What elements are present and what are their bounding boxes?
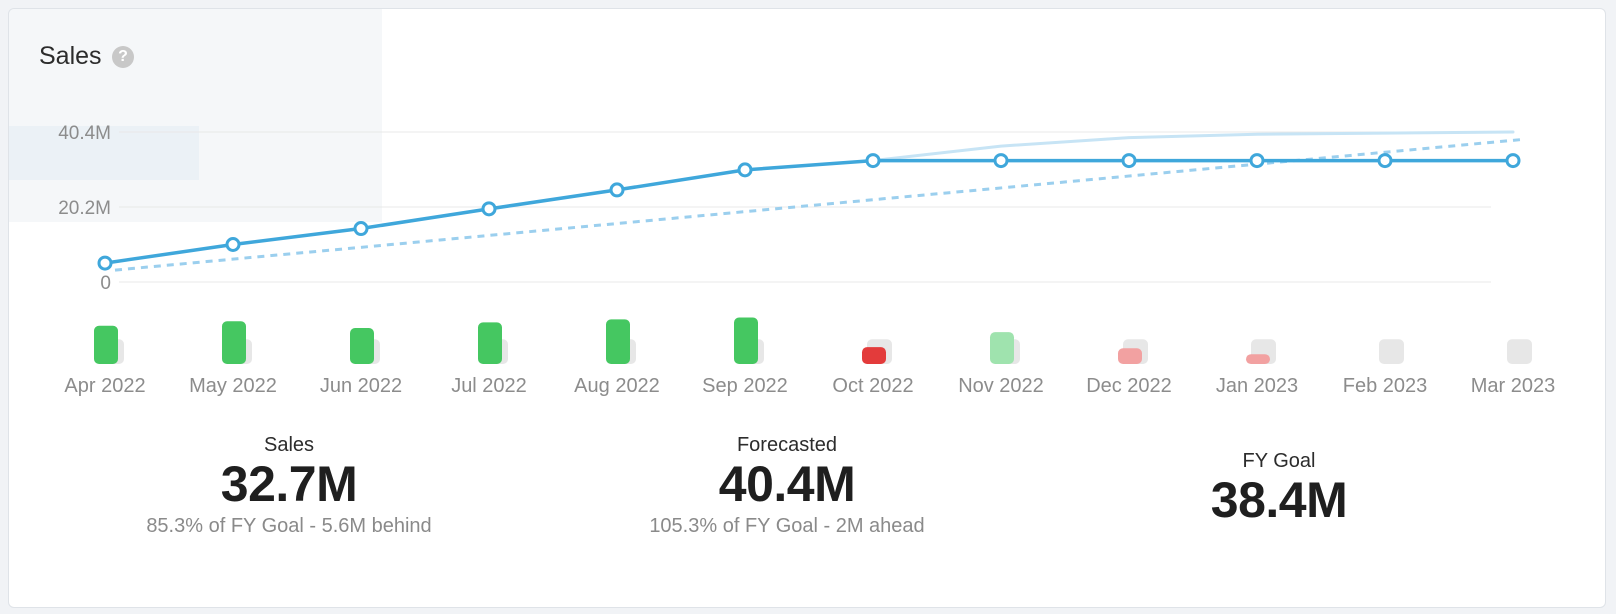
question-circle-icon[interactable]: ?	[112, 46, 134, 68]
x-tick-label: Jan 2023	[1216, 375, 1298, 397]
sales-chart: 0 20.2M 40.4M Apr 2022 May 2022 Jun 2022 Jul 2…	[58, 123, 1555, 397]
x-tick-label: Dec 2022	[1086, 375, 1172, 397]
sales-point	[1505, 153, 1521, 169]
x-tick-label: Sep 2022	[702, 375, 788, 397]
x-tick-label: Apr 2022	[64, 375, 145, 397]
background-overlay-button	[9, 126, 199, 180]
x-tick-label: Jul 2022	[451, 375, 527, 397]
x-tick-label: Nov 2022	[958, 375, 1044, 397]
actual-bar	[606, 319, 630, 364]
actual-bar	[1246, 354, 1270, 364]
sales-point	[481, 201, 497, 217]
target-bar	[1379, 339, 1404, 364]
actual-bar	[990, 332, 1014, 364]
sales-stat-label: Sales	[263, 434, 315, 456]
axis-labels-layer: 0 20.2M 40.4M Apr 2022 May 2022 Jun 2022 Jul 2…	[58, 123, 1555, 397]
lines-layer	[97, 130, 1524, 272]
x-tick-label: Mar 2023	[1471, 375, 1556, 397]
forecast-stat-label: Forecasted	[736, 434, 838, 456]
sales-point	[225, 237, 241, 252]
sales-line	[104, 158, 1513, 265]
x-tick-label: Aug 2022	[574, 375, 660, 397]
actual-bar	[94, 325, 118, 364]
card-title: Sales	[39, 42, 102, 70]
goal-stat: FY Goal 38.4M	[1149, 449, 1409, 527]
sales-point	[97, 255, 113, 271]
forecast-stat-value: 40.4M	[718, 456, 856, 512]
x-tick-label: Feb 2023	[1343, 375, 1428, 397]
actual-bar	[478, 322, 502, 364]
actual-bar	[862, 347, 886, 364]
actual-bar	[1118, 348, 1142, 364]
forecast-stat: Forecasted 40.4M 105.3% of FY Goal - 2M …	[617, 433, 957, 539]
sales-point	[865, 153, 881, 169]
goal-line	[114, 137, 1524, 272]
sales-stat-subtext: 85.3% of FY Goal - 5.6M behind	[146, 515, 432, 537]
y-tick-label: 40.4M	[58, 123, 111, 144]
goal-stat-value: 38.4M	[1210, 472, 1348, 528]
y-tick-label: 0	[100, 273, 111, 294]
sales-point	[609, 182, 625, 198]
x-tick-label: Oct 2022	[832, 375, 913, 397]
target-bar	[1507, 339, 1532, 364]
sales-point	[1121, 153, 1137, 169]
sales-point	[1377, 153, 1393, 169]
monthly-bars-layer	[94, 317, 1532, 364]
forecast-line	[871, 130, 1515, 163]
sales-stat-value: 32.7M	[220, 456, 358, 512]
sales-point	[737, 162, 753, 178]
sales-point	[1249, 153, 1265, 169]
sales-stat: Sales 32.7M 85.3% of FY Goal - 5.6M behi…	[139, 433, 439, 539]
y-tick-label: 20.2M	[58, 198, 111, 219]
forecast-stat-subtext: 105.3% of FY Goal - 2M ahead	[649, 515, 925, 537]
actual-bar	[734, 317, 758, 364]
actual-bar	[222, 321, 246, 364]
goal-stat-label: FY Goal	[1242, 450, 1316, 472]
sales-point	[353, 221, 369, 237]
x-tick-label: Jun 2022	[320, 375, 402, 397]
sales-point	[993, 153, 1009, 169]
sales-card: Sales ? 0 20.2M 40.4M Apr 2022 May 2022 Jun 2…	[8, 8, 1606, 608]
actual-bar	[350, 328, 374, 364]
x-tick-label: May 2022	[189, 375, 277, 397]
background-overlay-panel	[9, 9, 382, 222]
